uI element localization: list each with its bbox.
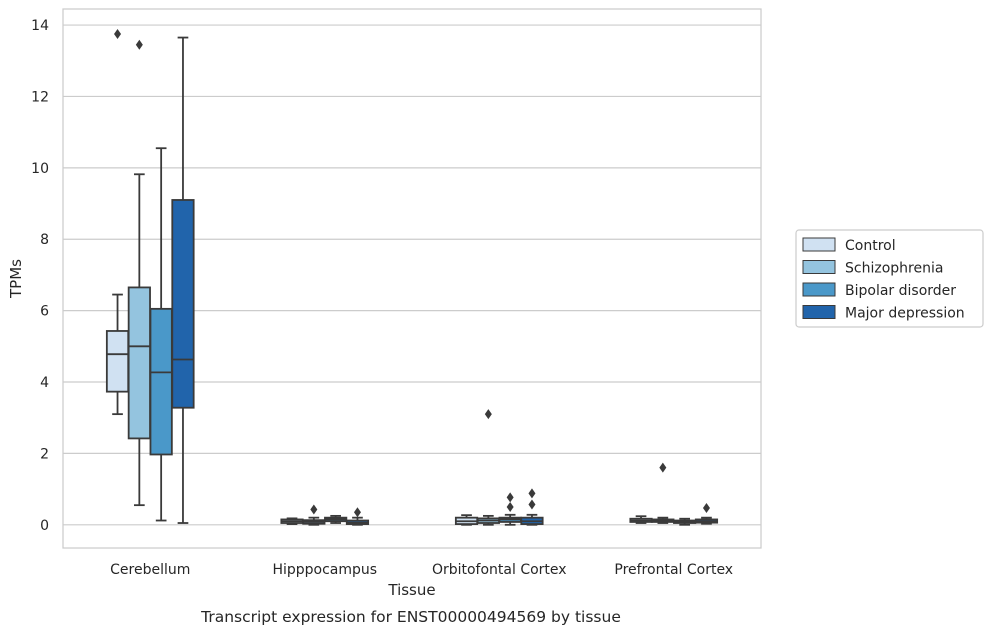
box (476, 409, 500, 526)
legend-label: Major depression (845, 306, 965, 322)
box (629, 515, 653, 524)
box (105, 28, 130, 416)
box (520, 488, 544, 526)
legend-frame (795, 229, 984, 328)
outlier-point (659, 462, 667, 473)
y-tick-label: 0 (40, 518, 49, 534)
box (345, 507, 370, 526)
y-tick-label: 12 (31, 89, 49, 105)
y-tick-label: 10 (31, 161, 49, 177)
plot-frame (62, 8, 762, 549)
y-axis-label: TPMs (7, 259, 25, 299)
outlier-point (528, 488, 536, 499)
outlier-point (135, 39, 143, 50)
legend-item: Schizophrenia (802, 260, 943, 277)
box (454, 514, 479, 526)
box (498, 492, 522, 526)
series-schizophrenia (127, 39, 675, 526)
legend-swatch (802, 237, 836, 252)
box-series (105, 28, 719, 526)
legend-swatch (802, 305, 836, 319)
x-tick-label: Orbitofontal Cortex (432, 562, 567, 578)
box (280, 517, 304, 525)
box (302, 504, 326, 526)
y-tick-label: 8 (40, 232, 49, 248)
legend-label: Control (845, 238, 896, 254)
box (149, 147, 173, 522)
legend-item: Bipolar disorder (802, 282, 956, 299)
box-iqr (149, 307, 173, 456)
chart-caption: Transcript expression for ENST0000049456… (200, 608, 621, 626)
box (324, 514, 348, 524)
box-iqr (171, 199, 195, 409)
x-axis-label: Tissue (387, 581, 435, 599)
legend: Control Schizophrenia Bipolar disorder Majo… (795, 229, 984, 328)
legend-swatch (802, 260, 836, 274)
y-axis-ticks: 0 2 4 6 8 10 12 14 (31, 18, 49, 534)
y-tick-label: 14 (31, 18, 49, 34)
series-control (105, 28, 653, 526)
outlier-point (702, 503, 710, 514)
box (171, 36, 195, 524)
outlier-point (506, 501, 514, 512)
legend-label: Bipolar disorder (845, 283, 956, 299)
legend-label: Schizophrenia (845, 261, 943, 277)
box (127, 39, 151, 507)
outlier-point (506, 492, 514, 503)
x-tick-label: Hipppocampus (272, 562, 377, 578)
x-tick-label: Prefrontal Cortex (614, 562, 733, 578)
outlier-point (528, 499, 536, 510)
series-bipolar-disorder (149, 147, 697, 526)
outlier-point (114, 28, 122, 39)
box (694, 503, 719, 525)
y-tick-label: 2 (40, 446, 49, 462)
x-axis-ticks: Cerebellum Hipppocampus Orbitofontal Corte… (110, 562, 733, 578)
box (651, 516, 675, 524)
outlier-point (353, 507, 361, 518)
outlier-point (310, 504, 318, 515)
series-major-depression (171, 36, 719, 526)
legend-swatch (802, 282, 836, 297)
outlier-point (484, 409, 492, 420)
legend-item: Major depression (802, 305, 965, 322)
legend-item: Control (802, 237, 896, 254)
y-tick-label: 6 (40, 304, 49, 320)
y-tick-label: 4 (40, 375, 49, 391)
box (673, 517, 697, 526)
x-tick-label: Cerebellum (110, 562, 190, 578)
box-iqr (127, 286, 151, 440)
box-iqr (105, 330, 130, 393)
